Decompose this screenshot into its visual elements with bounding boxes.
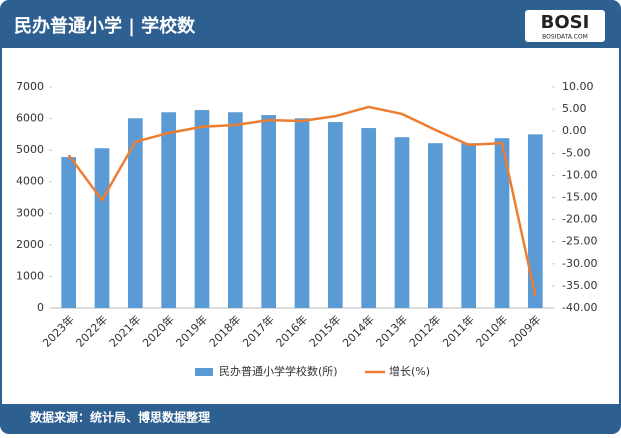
- bar: [428, 143, 443, 308]
- logo-subtext: BOSIDATA.COM: [542, 34, 588, 41]
- logo: BOSI: [541, 12, 590, 33]
- legend-label: 增长(%): [389, 364, 430, 378]
- y2-tick-label: -25.00: [562, 235, 597, 248]
- y-tick-label: 1000: [16, 269, 44, 282]
- y2-tick-label: -35.00: [562, 279, 597, 292]
- y2-tick-label: -15.00: [562, 191, 597, 204]
- y2-tick-label: 5.00: [562, 102, 587, 115]
- bar: [228, 112, 243, 308]
- y-tick-label: 3000: [16, 206, 44, 219]
- legend-label: 民办普通小学学校数(所): [219, 364, 338, 378]
- bar: [461, 143, 476, 308]
- bar: [361, 128, 376, 308]
- y2-tick-label: -20.00: [562, 213, 597, 226]
- bar: [328, 122, 343, 309]
- y-tick-label: 7000: [16, 80, 44, 93]
- bar: [128, 118, 143, 309]
- bar: [94, 148, 110, 308]
- bar: [61, 157, 76, 308]
- bar: [494, 138, 510, 308]
- header-band: [1, 1, 620, 48]
- y-tick-label: 0: [37, 301, 44, 314]
- logo-box: [525, 10, 605, 42]
- bar: [161, 112, 176, 308]
- source: 数据来源：统计局、博思数据整理: [30, 410, 210, 425]
- bar: [294, 118, 310, 309]
- footer-band: [1, 404, 620, 433]
- y-tick-label: 2000: [16, 238, 44, 251]
- chart-title: 民办普通小学 | 学校数: [14, 15, 196, 37]
- y-tick-label: 4000: [16, 175, 44, 188]
- bar: [528, 134, 543, 308]
- y-tick-label: 5000: [16, 143, 44, 156]
- legend-swatch: [195, 368, 213, 376]
- y2-tick-label: -30.00: [562, 257, 597, 270]
- y2-tick-label: -5.00: [562, 146, 590, 159]
- y2-tick-label: 10.00: [562, 80, 594, 93]
- y2-tick-label: -10.00: [562, 168, 597, 181]
- bar: [194, 110, 210, 308]
- y2-tick-label: 0.00: [562, 124, 587, 137]
- bar: [261, 115, 276, 308]
- line: [67, 105, 537, 296]
- bar: [394, 137, 410, 308]
- y2-tick-label: -40.00: [562, 301, 597, 314]
- y-tick-label: 6000: [16, 112, 44, 125]
